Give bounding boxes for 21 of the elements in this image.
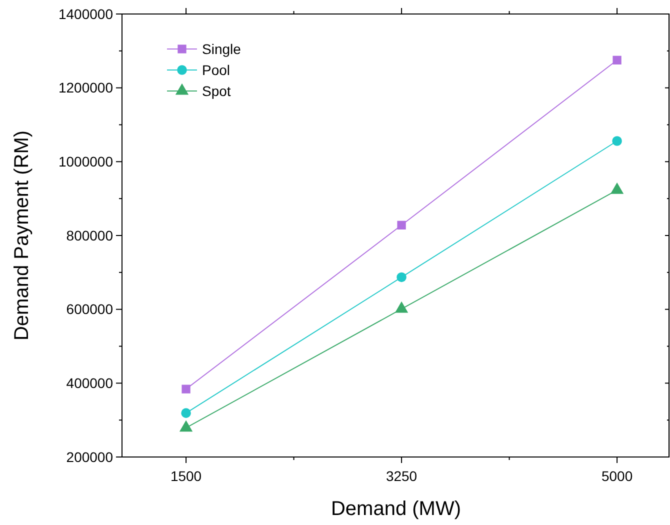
y-tick-label: 800000 bbox=[66, 227, 114, 244]
point bbox=[182, 384, 190, 394]
legend-label: Spot bbox=[202, 82, 231, 99]
point bbox=[396, 272, 406, 282]
y-tick-label: 1000000 bbox=[58, 154, 114, 170]
legend-label: Single bbox=[202, 40, 242, 57]
point bbox=[612, 136, 622, 146]
y-tick-label: 400000 bbox=[66, 375, 114, 392]
y-tick-label: 600000 bbox=[66, 301, 114, 318]
point bbox=[181, 408, 191, 418]
y-tick-label: 200000 bbox=[66, 448, 114, 465]
point bbox=[612, 56, 622, 64]
x-tick-label: 3250 bbox=[386, 468, 418, 484]
y-tick-label: 1400000 bbox=[58, 6, 114, 22]
y-axis-title: Demand Payment (RM) bbox=[11, 130, 33, 341]
point bbox=[397, 220, 406, 230]
x-tick-label: 1500 bbox=[170, 468, 202, 484]
y-tick-label: 1200000 bbox=[58, 80, 114, 96]
x-tick-label: 5000 bbox=[601, 468, 633, 484]
x-axis-title: Demand (MW) bbox=[330, 498, 462, 520]
legend-label: Pool bbox=[202, 62, 230, 78]
